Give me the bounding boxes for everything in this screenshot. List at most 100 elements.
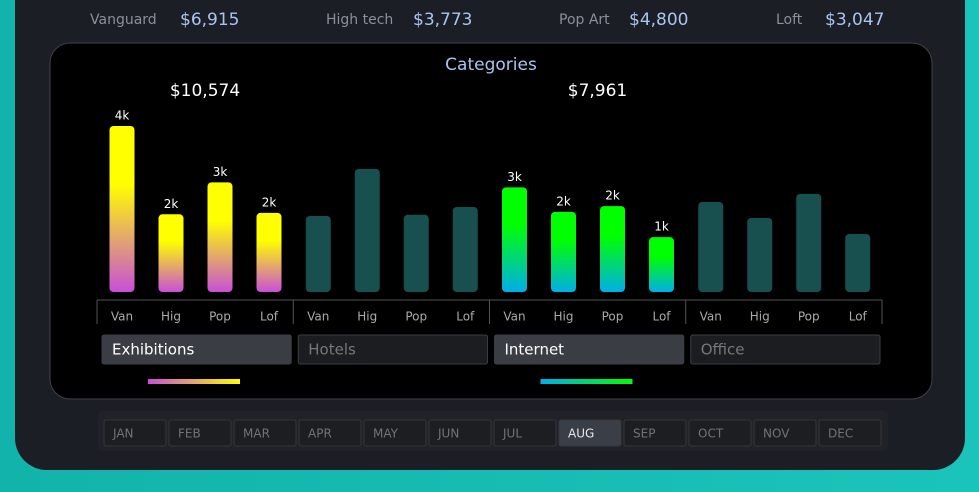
bar <box>845 233 871 292</box>
x-tick-label: Hig <box>750 310 770 324</box>
legend-label: Exhibitions <box>112 341 194 359</box>
series-tab[interactable]: Hotels <box>297 334 488 365</box>
bar <box>747 217 773 292</box>
month-label: FEB <box>178 427 201 441</box>
legend-swatch <box>540 379 633 384</box>
bar <box>354 168 380 292</box>
chart-title: Categories <box>445 55 537 75</box>
x-tick-label: Pop <box>209 310 231 324</box>
month-button[interactable]: DEC <box>818 419 882 447</box>
bar <box>649 237 674 292</box>
stat-value: $4,800 <box>629 10 688 30</box>
value-label: 2k <box>556 194 571 208</box>
tab-box <box>494 334 685 365</box>
month-label: SEP <box>633 427 655 441</box>
value-label: 4k <box>115 108 130 122</box>
x-tick-label: Van <box>111 310 133 324</box>
series-tab[interactable]: Internet <box>494 334 685 365</box>
month-box <box>233 419 297 447</box>
bar <box>109 125 135 292</box>
x-tick-label: Lof <box>652 310 671 324</box>
month-button[interactable]: NOV <box>753 419 817 447</box>
stat-value: $3,773 <box>413 10 472 30</box>
month-label: AUG <box>568 427 594 441</box>
month-button[interactable]: AUG <box>558 419 622 447</box>
bar <box>452 206 478 292</box>
bar <box>600 206 625 292</box>
month-button[interactable]: MAY <box>363 419 427 447</box>
tab-box <box>690 334 881 365</box>
bar <box>256 212 282 292</box>
month-box <box>493 419 557 447</box>
x-tick-label: Hig <box>161 310 181 324</box>
bar <box>305 215 331 292</box>
stat-value: $3,047 <box>825 10 884 30</box>
x-tick-label: Pop <box>798 310 820 324</box>
legend-swatch <box>148 379 240 384</box>
stat-label: Vanguard <box>90 12 157 28</box>
month-label: JUL <box>502 427 522 441</box>
month-button[interactable]: OCT <box>688 419 752 447</box>
stat-label: High tech <box>326 12 393 28</box>
tab-box <box>297 334 488 365</box>
bar <box>796 193 822 292</box>
bar <box>698 202 724 292</box>
chart-card <box>49 42 933 400</box>
month-box <box>298 419 362 447</box>
value-label: 2k <box>262 195 277 209</box>
month-box <box>103 419 167 447</box>
stat-label: Pop Art <box>559 12 610 28</box>
x-tick-label: Hig <box>554 310 574 324</box>
month-label: NOV <box>763 427 790 441</box>
bar <box>551 211 576 292</box>
x-tick-label: Van <box>700 310 722 324</box>
month-label: OCT <box>698 427 724 441</box>
month-box <box>363 419 427 447</box>
series-tab[interactable]: Office <box>690 334 881 365</box>
x-tick-label: Lof <box>456 310 475 324</box>
value-label: 3k <box>213 165 228 179</box>
month-label: MAY <box>373 427 399 441</box>
x-tick-label: Pop <box>602 310 624 324</box>
bar <box>502 187 527 292</box>
month-button[interactable]: MAR <box>233 419 297 447</box>
group-total: $10,574 <box>170 81 240 101</box>
value-label: 2k <box>605 189 620 203</box>
bar <box>158 214 184 292</box>
month-box <box>623 419 687 447</box>
x-tick-label: Pop <box>405 310 427 324</box>
stat-label: Loft <box>776 12 803 28</box>
month-box <box>428 419 492 447</box>
month-box <box>688 419 752 447</box>
month-button[interactable]: JAN <box>103 419 167 447</box>
bar <box>207 182 233 292</box>
month-button[interactable]: FEB <box>168 419 232 447</box>
month-label: JUN <box>437 427 459 441</box>
month-label: APR <box>308 427 332 441</box>
group-total: $7,961 <box>568 81 627 101</box>
month-button[interactable]: SEP <box>623 419 687 447</box>
legend-label: Hotels <box>308 341 356 359</box>
value-label: 2k <box>164 197 179 211</box>
legend-label: Internet <box>505 341 565 359</box>
legend-label: Office <box>701 341 745 359</box>
month-box <box>818 419 882 447</box>
stat-value: $6,915 <box>180 10 239 30</box>
month-box <box>558 419 622 447</box>
month-label: MAR <box>243 427 270 441</box>
value-label: 1k <box>654 220 669 234</box>
month-box <box>168 419 232 447</box>
month-box <box>753 419 817 447</box>
month-button[interactable]: APR <box>298 419 362 447</box>
month-button[interactable]: JUL <box>493 419 557 447</box>
month-label: DEC <box>828 427 853 441</box>
x-tick-label: Van <box>503 310 525 324</box>
tab-box <box>101 334 292 365</box>
bar <box>403 214 429 292</box>
x-tick-label: Hig <box>357 310 377 324</box>
month-button[interactable]: JUN <box>428 419 492 447</box>
value-label: 3k <box>507 170 522 184</box>
series-tab[interactable]: Exhibitions <box>101 334 292 365</box>
